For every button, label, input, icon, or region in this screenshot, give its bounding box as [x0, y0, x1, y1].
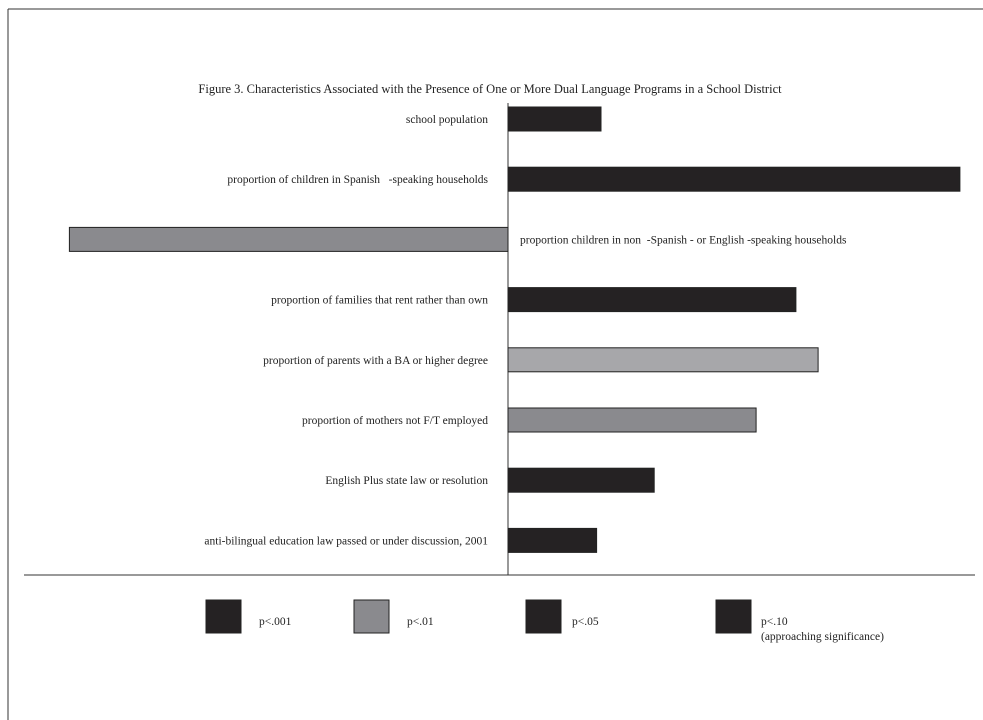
legend-swatch-1: [353, 599, 390, 634]
legend-label-0: p<.001: [259, 616, 292, 628]
bar-2: [68, 226, 509, 252]
bar-3: [507, 287, 797, 313]
category-label-6: English Plus state law or resolution: [325, 475, 488, 487]
category-label-2: proportion children in non -Spanish - or…: [520, 234, 847, 246]
bar-5: [507, 407, 757, 433]
category-label-4: proportion of parents with a BA or highe…: [263, 355, 488, 367]
bar-1: [507, 166, 961, 192]
legend-swatch-0: [205, 599, 242, 634]
bar-6: [507, 467, 655, 493]
category-label-0: school population: [406, 114, 488, 126]
legend: p<.001 p<.01 p<.05 p<.10 (approaching signif…: [205, 599, 884, 643]
legend-swatch-3: [715, 599, 752, 634]
legend-swatch-2: [525, 599, 562, 634]
bars-layer: school population proportion of children …: [68, 106, 961, 553]
category-label-5: proportion of mothers not F/T employed: [302, 415, 488, 427]
chart-title: Figure 3. Characteristics Associated wit…: [198, 82, 782, 96]
bar-7: [507, 527, 598, 553]
category-label-1: proportion of children in Spanish -speak…: [227, 174, 488, 186]
bar-0: [507, 106, 602, 132]
bar-4: [507, 347, 819, 373]
legend-sublabel-3: (approaching significance): [761, 631, 884, 643]
category-label-7: anti-bilingual education law passed or u…: [204, 535, 488, 547]
legend-label-1: p<.01: [407, 616, 434, 628]
category-label-3: proportion of families that rent rather …: [271, 295, 488, 307]
legend-label-2: p<.05: [572, 616, 599, 628]
legend-label-3: p<.10: [761, 616, 788, 628]
